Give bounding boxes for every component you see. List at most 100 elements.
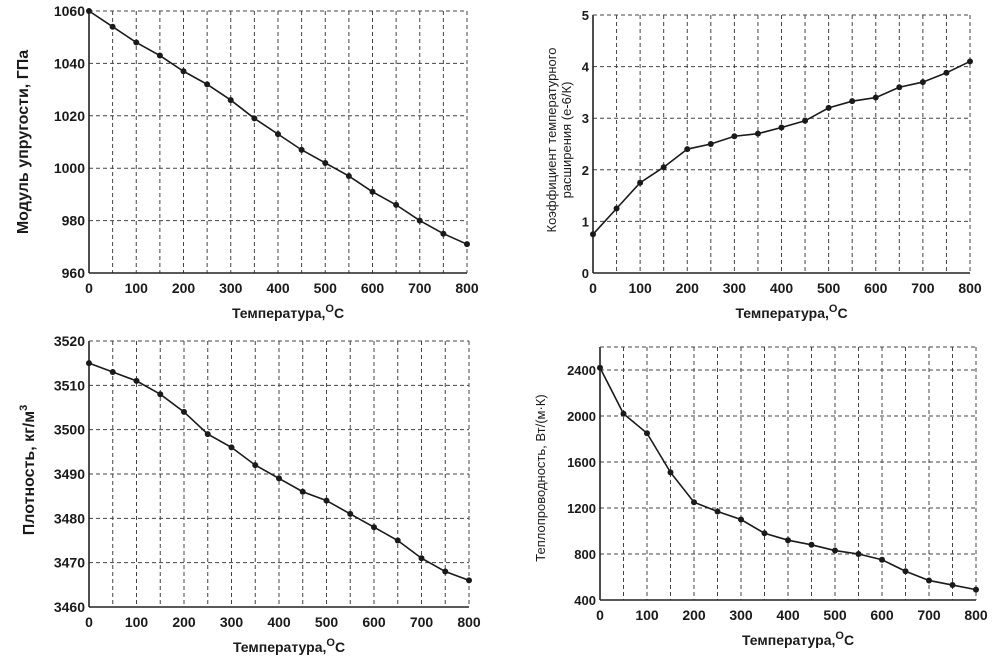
y-tick-label: 3510 bbox=[54, 377, 85, 393]
x-tick-label: 0 bbox=[85, 614, 93, 630]
data-point bbox=[637, 179, 644, 186]
data-point bbox=[322, 159, 329, 166]
x-tick-label: 0 bbox=[596, 607, 604, 623]
x-tick-label: 300 bbox=[220, 614, 244, 630]
data-point bbox=[345, 173, 352, 180]
chart-panel-3: 0 100 200 300 400 500 600 700 800 3460 3470 3480 349… bbox=[18, 333, 481, 655]
x-tick-label: 500 bbox=[823, 607, 847, 623]
data-point bbox=[156, 52, 163, 59]
data-point bbox=[251, 115, 258, 122]
y-tick-label: 2 bbox=[582, 163, 589, 178]
data-point bbox=[464, 241, 470, 248]
x-tick-label: 800 bbox=[457, 614, 481, 630]
y-tick-label: 3480 bbox=[54, 510, 85, 526]
data-point bbox=[738, 516, 744, 523]
y-tick-label: 800 bbox=[574, 547, 596, 562]
data-point bbox=[973, 586, 979, 593]
x-tick-label: 600 bbox=[362, 614, 386, 630]
y-tick-label: 2400 bbox=[567, 363, 596, 378]
data-point bbox=[731, 133, 738, 140]
x-tick-label: 100 bbox=[635, 607, 659, 623]
data-point bbox=[926, 577, 932, 584]
x-tick-label: 100 bbox=[125, 614, 149, 630]
chart-panel-2: 0 100 200 300 400 500 600 700 800 0 1 2 3 4 5 Температу… bbox=[544, 8, 982, 321]
x-tick-label: 200 bbox=[172, 280, 196, 296]
x-tick-label: 400 bbox=[770, 280, 794, 296]
y-tick-label: 5 bbox=[582, 8, 589, 23]
data-point bbox=[109, 369, 116, 376]
data-point bbox=[440, 230, 447, 237]
y-tick-label: 3490 bbox=[54, 466, 85, 482]
data-point bbox=[660, 164, 667, 171]
x-tick-label: 0 bbox=[589, 280, 597, 296]
y-tick-label: 3470 bbox=[54, 555, 85, 571]
x-tick-label: 200 bbox=[676, 280, 700, 296]
data-point bbox=[86, 360, 92, 367]
x-tick-label: 800 bbox=[958, 280, 982, 296]
data-point bbox=[590, 231, 596, 238]
data-point bbox=[943, 69, 950, 76]
data-point bbox=[109, 23, 116, 30]
y-tick-label: 3460 bbox=[54, 599, 85, 615]
data-point bbox=[691, 499, 697, 506]
y-tick-label: 960 bbox=[62, 265, 86, 281]
x-axis-label: Температура,ОС bbox=[233, 637, 345, 655]
data-point bbox=[967, 58, 973, 65]
data-point bbox=[157, 391, 164, 398]
y-tick-label: 1060 bbox=[54, 3, 85, 19]
chart-panel-4: 0 100 200 300 400 500 600 700 800 400 800 1200 1600 2… bbox=[533, 346, 988, 648]
x-tick-label: 500 bbox=[817, 280, 841, 296]
y-tick-label: 4 bbox=[582, 60, 590, 75]
x-tick-label: 600 bbox=[361, 280, 385, 296]
data-point bbox=[298, 146, 305, 153]
data-point bbox=[620, 410, 627, 417]
x-tick-label: 700 bbox=[911, 280, 935, 296]
x-tick-label: 600 bbox=[870, 607, 894, 623]
x-tick-label: 700 bbox=[410, 614, 434, 630]
data-point bbox=[832, 547, 838, 554]
y-tick-label: 400 bbox=[574, 593, 596, 608]
data-point bbox=[393, 201, 400, 208]
data-point bbox=[778, 124, 785, 131]
data-point bbox=[802, 117, 809, 124]
data-point bbox=[416, 217, 423, 224]
y-tick-label: 1020 bbox=[54, 108, 85, 124]
x-tick-label: 400 bbox=[266, 280, 290, 296]
y-tick-label: 1200 bbox=[567, 501, 596, 516]
data-point bbox=[714, 508, 721, 515]
data-point bbox=[613, 205, 620, 212]
data-point bbox=[684, 146, 691, 153]
data-point bbox=[133, 377, 140, 384]
x-tick-label: 800 bbox=[455, 280, 479, 296]
y-tick-label: 2000 bbox=[567, 409, 596, 424]
data-point bbox=[754, 130, 761, 137]
data-point bbox=[204, 81, 211, 88]
x-tick-label: 400 bbox=[267, 614, 291, 630]
data-point bbox=[323, 497, 330, 504]
data-point bbox=[228, 444, 235, 451]
data-point bbox=[394, 537, 401, 544]
data-point bbox=[275, 131, 281, 138]
data-point bbox=[667, 469, 674, 476]
y-tick-label: 1040 bbox=[54, 55, 85, 71]
x-tick-label: 500 bbox=[315, 614, 339, 630]
data-point bbox=[872, 94, 879, 101]
data-point bbox=[707, 141, 714, 147]
data-point bbox=[761, 530, 768, 537]
y-axis-label: Модуль упругости, ГПа bbox=[15, 50, 32, 234]
x-tick-label: 300 bbox=[219, 280, 243, 296]
x-tick-label: 400 bbox=[776, 607, 800, 623]
x-tick-label: 600 bbox=[864, 280, 888, 296]
y-axis-label: Плотность, кг/м3 bbox=[18, 405, 38, 535]
data-point bbox=[371, 524, 377, 531]
chart-panel-1: 0 100 200 300 400 500 600 700 800 960 980 1000 1020 1… bbox=[15, 3, 479, 321]
data-point bbox=[442, 568, 449, 575]
data-point bbox=[855, 551, 862, 557]
data-point bbox=[902, 568, 909, 575]
x-tick-label: 100 bbox=[125, 280, 149, 296]
data-point bbox=[133, 39, 140, 46]
data-point bbox=[949, 582, 956, 589]
y-tick-label: 3 bbox=[582, 111, 589, 126]
y-tick-label: 3520 bbox=[54, 333, 85, 349]
